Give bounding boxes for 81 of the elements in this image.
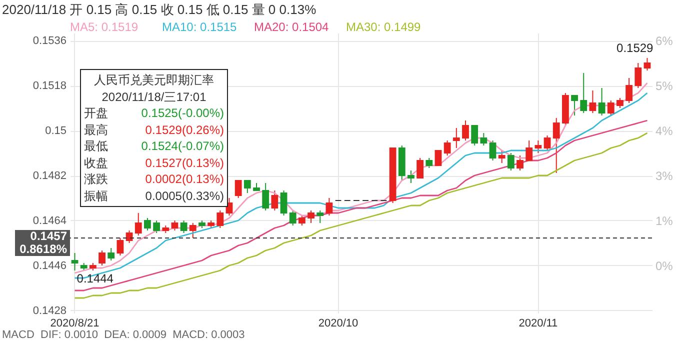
annotation: 人民币兑美元即期汇率 — [93, 72, 215, 88]
candlestick — [580, 72, 588, 114]
candlestick — [498, 150, 506, 164]
x-tick-label: 2020/8/21 — [50, 318, 100, 330]
candlestick — [71, 252, 78, 271]
candlestick — [262, 182, 270, 211]
candlestick — [98, 250, 106, 266]
candlestick — [526, 140, 533, 161]
y-tick-label: 0.15 — [45, 125, 66, 137]
y2-tick-label: 4% — [656, 124, 674, 138]
y2-tick-label: 6% — [656, 34, 674, 48]
text: 开盘 0.1525(-0.00%) — [84, 106, 224, 120]
candlestick — [234, 180, 242, 198]
chart-title: 2020/11/18 开 0.15 高 0.15 收 0.15 低 0.15 量 0 0.13% — [2, 2, 317, 17]
text: 涨跌 0.0002(0.13%) — [84, 172, 224, 186]
y2-tick-label: 1% — [656, 214, 674, 228]
candlestick — [507, 152, 514, 171]
candlestick — [434, 150, 442, 166]
candlestick — [416, 158, 424, 178]
candlestick — [444, 140, 451, 156]
annotation: 0.1529 — [616, 41, 654, 55]
x-tick-label: 2020/11 — [518, 318, 558, 330]
candlestick — [534, 140, 542, 154]
candlestick — [634, 62, 642, 88]
candlestick — [452, 128, 460, 148]
candlestick — [326, 198, 333, 216]
candlestick — [244, 180, 251, 194]
candlestick — [598, 88, 606, 116]
text: 收盘 0.1527(0.13%) — [84, 156, 224, 170]
y2-tick-label: 5% — [656, 79, 674, 94]
candlestick — [216, 210, 224, 228]
candlestick — [462, 120, 469, 141]
candlestick — [134, 212, 142, 236]
candlestick — [126, 230, 133, 244]
candlestick — [144, 218, 151, 231]
candlestick — [271, 190, 278, 211]
candlestick — [289, 210, 296, 226]
candlestick — [171, 220, 178, 231]
y-tick-label: 0.1428 — [32, 305, 66, 317]
y2-tick-label: 0% — [656, 258, 674, 273]
candlestick — [644, 58, 651, 71]
text: MA20: 0.1504 — [254, 20, 330, 34]
text: MA5: 0.1519 — [70, 20, 138, 34]
y-tick-label: 0.1464 — [32, 215, 66, 227]
text: MA10: 0.1515 — [162, 20, 238, 34]
y2-tick-label: 3% — [656, 169, 674, 184]
candlestick — [108, 248, 115, 261]
text: MA30: 0.1499 — [346, 20, 422, 34]
candlestick — [544, 135, 551, 151]
candlestick — [607, 100, 614, 116]
candlestick — [116, 238, 124, 256]
candlestick — [153, 220, 160, 234]
candlestick — [408, 170, 414, 184]
candlestick — [626, 78, 633, 104]
candlestick — [280, 190, 288, 216]
candlestick — [426, 158, 433, 168]
candlestick — [552, 118, 560, 174]
candlestick — [616, 98, 624, 108]
text: 最低 0.1524(-0.07%) — [84, 139, 224, 153]
text: MACD DIF: 0.0010 DEA: 0.0009 MACD: 0.0003 — [2, 329, 245, 341]
candlestick — [571, 95, 578, 116]
candlestick — [589, 90, 596, 114]
y-tick-label: 0.1536 — [32, 35, 66, 47]
annotation: 2020/11/18/三17:01 — [100, 88, 208, 105]
candlestick — [308, 210, 314, 224]
text: 振幅 0.0005(0.33%) — [84, 188, 224, 202]
y-tick-label: 0.1518 — [32, 80, 66, 92]
candlestick — [489, 140, 496, 161]
candlestick — [316, 210, 324, 224]
y-tick-label: 0.1482 — [32, 170, 66, 182]
y-tick-label: 0.1446 — [32, 260, 66, 272]
candlestick — [298, 215, 306, 226]
candlestick — [189, 222, 196, 238]
annotation: 0.1444 — [76, 272, 114, 286]
x-tick-label: 2020/10 — [318, 318, 358, 330]
candlestick — [180, 220, 188, 234]
candlestick — [471, 125, 478, 146]
ref-line-label: 0.1457 0.8618% — [15, 229, 70, 256]
text: 最高 0.1529(0.26%) — [84, 122, 224, 136]
candlestick — [480, 132, 488, 146]
candlestick — [516, 155, 524, 171]
